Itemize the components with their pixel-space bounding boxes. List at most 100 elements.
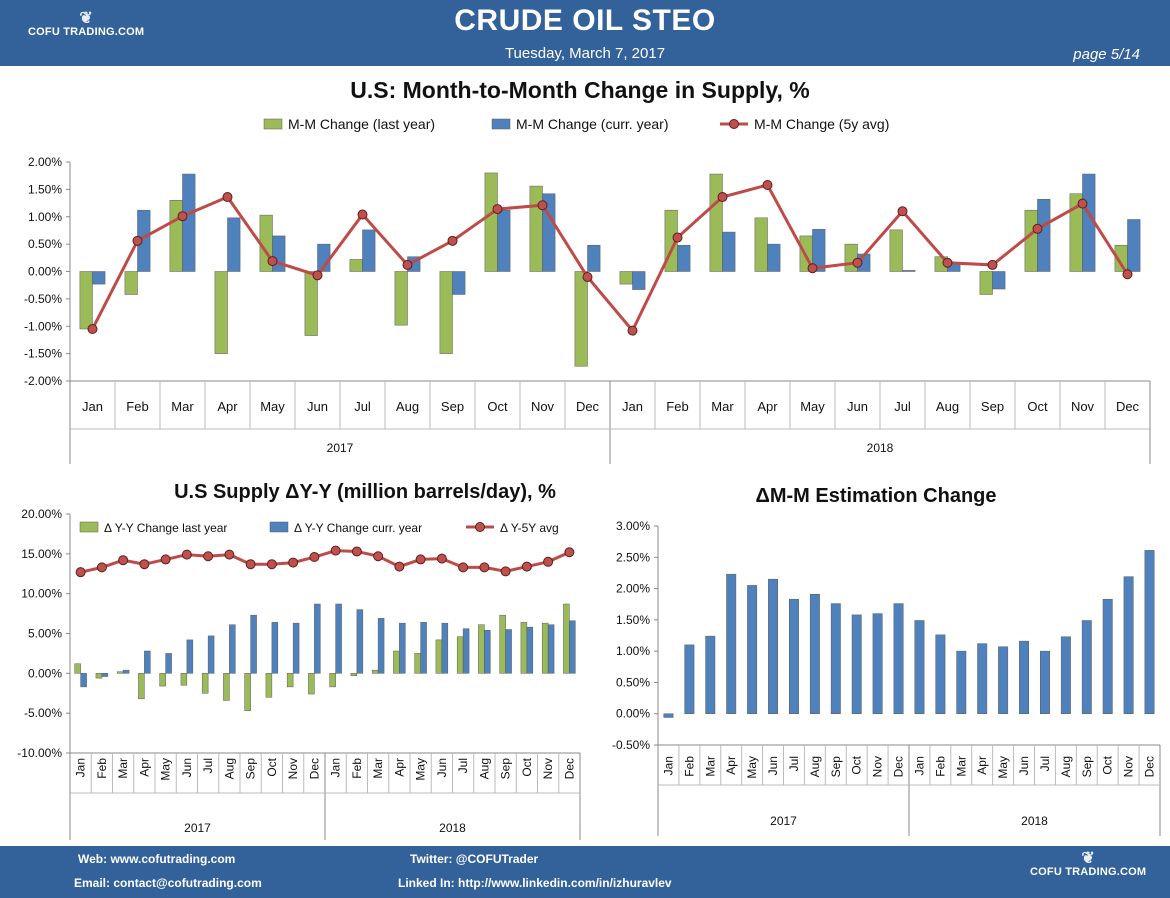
bar	[619, 271, 633, 285]
month-label: Mar	[711, 399, 734, 414]
month-label: Apr	[975, 756, 989, 775]
line-point	[288, 557, 299, 568]
bar	[768, 578, 778, 714]
bar	[314, 603, 321, 674]
bar	[329, 673, 336, 688]
email-link[interactable]: contact@cofutrading.com	[113, 876, 262, 890]
line-point	[309, 552, 320, 563]
footer-logo: ❦ COFU TRADING.COM	[1030, 850, 1147, 879]
line-point	[75, 567, 86, 578]
yy-supply-chart: U.S Supply ΔY-Y (million barrels/day), %…	[17, 481, 581, 840]
y-tick-label: -10.00%	[17, 746, 62, 760]
year-label: 2017	[770, 814, 797, 828]
month-label: Jul	[787, 756, 801, 771]
month-label: Jun	[180, 758, 194, 777]
bar	[767, 243, 781, 272]
line-point	[415, 554, 426, 565]
line-point	[458, 562, 469, 573]
month-label: Nov	[1071, 399, 1095, 414]
bar	[214, 271, 228, 354]
linkedin-link[interactable]: http://www.linkedin.com/in/izhuravlev	[458, 876, 672, 890]
line-point	[543, 556, 554, 567]
y-tick-label: 20.00%	[21, 507, 62, 521]
bar	[92, 271, 106, 285]
logo-text: COFU TRADING.COM	[28, 26, 145, 38]
web-link[interactable]: www.cofutrading.com	[110, 852, 236, 866]
bar	[441, 622, 449, 674]
month-label: Nov	[286, 758, 300, 779]
twitter-link[interactable]: @COFUTrader	[455, 852, 539, 866]
month-label: Jun	[766, 756, 780, 775]
month-label: Mar	[371, 758, 385, 779]
bar	[272, 235, 286, 272]
chart-title: U.S: Month-to-Month Change in Supply, %	[350, 77, 810, 103]
line-point	[330, 545, 341, 556]
legend-label: Δ Y-5Y avg	[500, 521, 559, 535]
bar	[122, 669, 130, 674]
bar	[484, 630, 491, 674]
line-point	[203, 551, 214, 562]
legend-point	[729, 119, 739, 129]
month-label: Oct	[1101, 755, 1115, 774]
y-tick-label: -5.00%	[24, 706, 62, 720]
y-tick-label: -0.50%	[24, 292, 62, 306]
month-label: Dec	[1143, 756, 1157, 777]
month-label: Aug	[396, 399, 419, 414]
bar	[180, 673, 188, 686]
y-tick-label: -1.50%	[24, 347, 62, 361]
bar	[587, 244, 601, 272]
line-point	[312, 270, 323, 281]
bar	[1144, 550, 1155, 714]
month-label: Jul	[201, 758, 215, 773]
y-tick-label: 2.50%	[616, 550, 650, 564]
linkedin-label: Linked In:	[398, 876, 455, 890]
year-label: 2017	[184, 821, 211, 835]
bar	[563, 603, 570, 674]
bar	[159, 673, 166, 687]
month-label: Feb	[126, 399, 148, 414]
bar	[308, 673, 315, 695]
wheat-icon: ❦	[1081, 850, 1095, 867]
footer-logo-text: COFU TRADING.COM	[1030, 866, 1147, 878]
bar	[789, 598, 799, 714]
y-tick-label: 1.00%	[616, 644, 650, 658]
bar	[529, 185, 543, 272]
legend-swatch	[263, 118, 283, 130]
page-date: Tuesday, March 7, 2017	[504, 45, 666, 62]
bar	[101, 673, 109, 677]
logo: ❦ COFU TRADING.COM	[28, 10, 145, 39]
month-label: Aug	[936, 399, 959, 414]
month-label: Feb	[933, 756, 947, 777]
bar	[182, 173, 196, 272]
line-point	[627, 325, 638, 336]
y-tick-label: 2.00%	[616, 582, 650, 596]
month-label: Oct	[487, 399, 508, 414]
month-label: Jul	[1038, 756, 1052, 771]
bar	[95, 673, 103, 679]
bar	[1123, 576, 1134, 714]
month-label: Feb	[666, 399, 688, 414]
page-number: page 5/14	[1073, 46, 1140, 63]
month-label: Jan	[622, 399, 643, 414]
month-label: Apr	[724, 756, 738, 775]
month-label: May	[996, 756, 1010, 779]
wheat-icon: ❦	[79, 10, 93, 27]
bar	[914, 620, 925, 714]
bar	[399, 622, 406, 674]
month-label: Jan	[82, 399, 103, 414]
bar	[956, 650, 967, 714]
bar	[547, 624, 555, 674]
month-label: Feb	[350, 758, 364, 779]
y-tick-label: 1.50%	[28, 182, 62, 196]
y-tick-label: 0.00%	[28, 265, 62, 279]
y-tick-label: -1.00%	[24, 319, 62, 333]
month-label: Jun	[435, 758, 449, 777]
bar	[844, 243, 858, 272]
bar	[349, 259, 363, 272]
line-point	[564, 547, 575, 558]
month-label: Aug	[1059, 756, 1073, 777]
month-label: May	[159, 758, 173, 781]
line-point	[373, 551, 384, 562]
bar	[505, 629, 512, 674]
bar	[244, 673, 251, 712]
